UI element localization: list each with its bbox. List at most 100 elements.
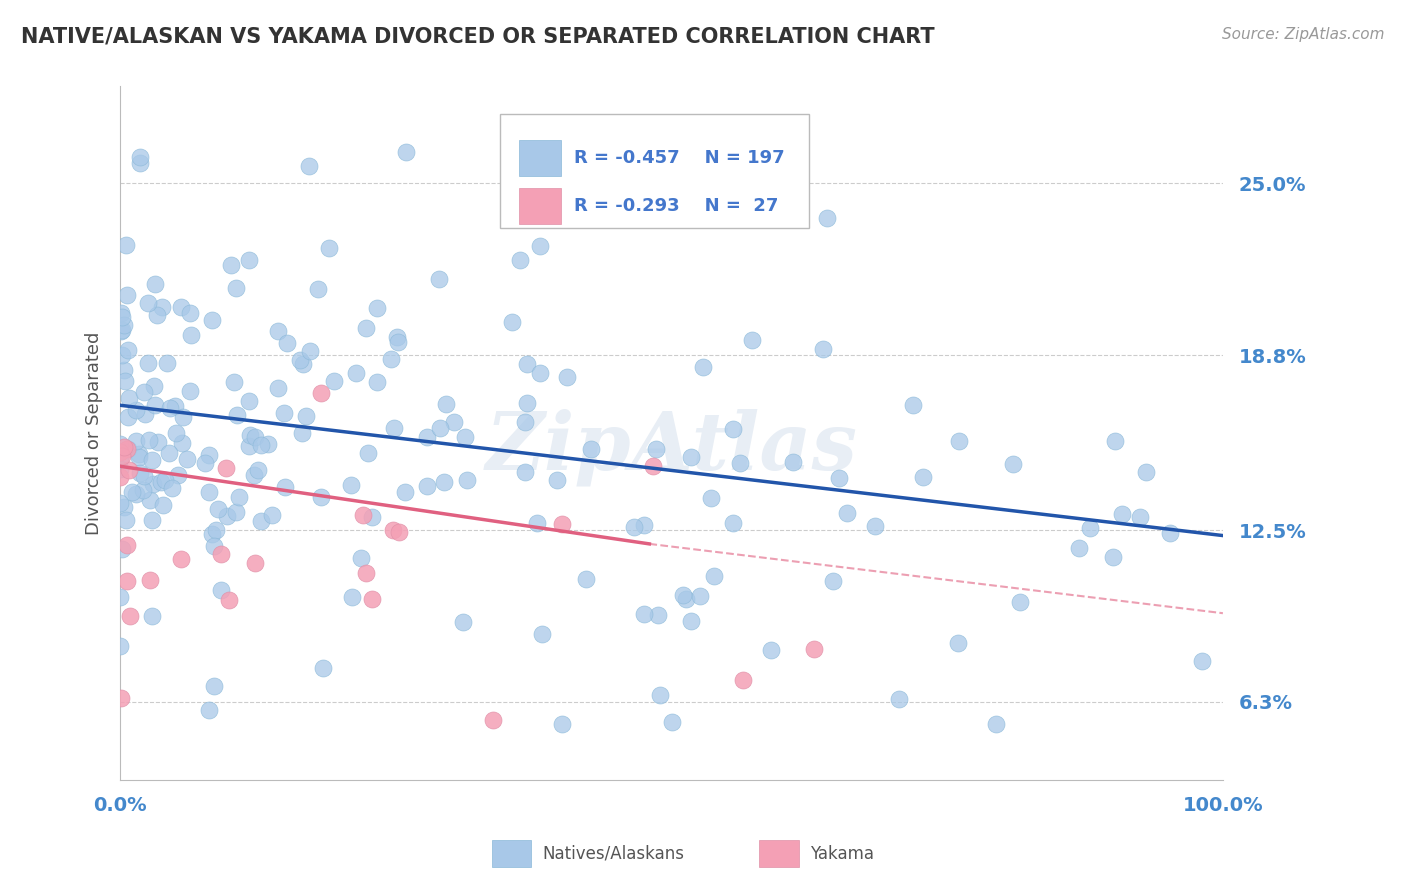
Point <box>416 430 439 444</box>
Point <box>138 296 160 310</box>
Point <box>215 460 238 475</box>
Point <box>215 508 238 523</box>
Text: Source: ZipAtlas.com: Source: ZipAtlas.com <box>1222 27 1385 42</box>
Point <box>202 679 225 693</box>
Point <box>352 508 374 522</box>
Point <box>312 661 335 675</box>
Point <box>138 433 160 447</box>
Point <box>165 426 187 441</box>
Point <box>128 150 150 164</box>
Point <box>159 401 181 416</box>
Point <box>157 446 180 460</box>
Point <box>145 398 167 412</box>
Point <box>143 379 166 393</box>
Point <box>134 407 156 421</box>
Point <box>249 438 271 452</box>
Point <box>243 429 266 443</box>
Point <box>243 556 266 570</box>
Point <box>1008 595 1031 609</box>
Point <box>225 281 247 295</box>
Point <box>948 636 970 650</box>
Point <box>112 500 135 514</box>
Point <box>138 356 160 370</box>
Point <box>141 513 163 527</box>
Point <box>901 398 924 412</box>
Point <box>110 691 132 706</box>
Point <box>451 615 474 629</box>
Point <box>209 547 232 561</box>
Point <box>529 367 551 381</box>
Point <box>357 446 380 460</box>
Point <box>117 343 139 357</box>
Point <box>557 370 579 384</box>
Point <box>238 252 260 267</box>
Point <box>108 470 131 484</box>
Point <box>197 703 219 717</box>
Point <box>267 380 290 394</box>
Point <box>112 441 135 455</box>
Point <box>115 513 138 527</box>
Point <box>108 452 131 467</box>
Point <box>202 539 225 553</box>
Point <box>648 688 671 702</box>
Point <box>1080 521 1102 535</box>
Point <box>454 430 477 444</box>
Point <box>700 491 723 505</box>
Point <box>128 466 150 480</box>
Point <box>128 450 150 464</box>
Point <box>219 258 242 272</box>
Point <box>170 300 193 314</box>
Point <box>429 421 451 435</box>
Point <box>516 395 538 409</box>
Point <box>276 336 298 351</box>
Point <box>180 328 202 343</box>
Point <box>225 409 247 423</box>
Point <box>835 506 858 520</box>
Point <box>115 288 138 302</box>
Point <box>385 330 408 344</box>
Point <box>429 271 451 285</box>
Point <box>156 356 179 370</box>
Point <box>114 374 136 388</box>
Point <box>1067 541 1090 555</box>
Point <box>482 713 505 727</box>
Point <box>1129 510 1152 524</box>
Point <box>295 409 318 423</box>
Point <box>721 516 744 530</box>
Point <box>1102 550 1125 565</box>
Point <box>118 463 141 477</box>
Point <box>647 607 669 622</box>
Point <box>661 714 683 729</box>
Point <box>238 394 260 409</box>
Point <box>366 301 388 315</box>
Point <box>551 517 574 532</box>
Point <box>550 717 572 731</box>
Point <box>125 402 148 417</box>
Point <box>623 520 645 534</box>
Point <box>681 614 703 628</box>
Point <box>1159 525 1181 540</box>
Point <box>125 487 148 501</box>
Point <box>509 253 531 268</box>
Point <box>111 310 134 324</box>
Point <box>356 566 378 580</box>
Point <box>292 357 315 371</box>
Point <box>1135 466 1157 480</box>
Text: NATIVE/ALASKAN VS YAKAMA DIVORCED OR SEPARATED CORRELATION CHART: NATIVE/ALASKAN VS YAKAMA DIVORCED OR SEP… <box>21 27 935 46</box>
Point <box>679 450 702 464</box>
Point <box>553 186 575 201</box>
Text: Natives/Alaskans: Natives/Alaskans <box>543 845 685 863</box>
Point <box>575 572 598 586</box>
Point <box>672 588 695 602</box>
Point <box>170 436 193 450</box>
Point <box>501 316 523 330</box>
Point <box>290 353 312 368</box>
Point <box>415 479 437 493</box>
Point <box>456 473 478 487</box>
Point <box>225 505 247 519</box>
Point <box>349 551 371 566</box>
Point <box>382 523 405 537</box>
Point <box>125 434 148 449</box>
Point <box>194 456 217 470</box>
Point <box>761 643 783 657</box>
